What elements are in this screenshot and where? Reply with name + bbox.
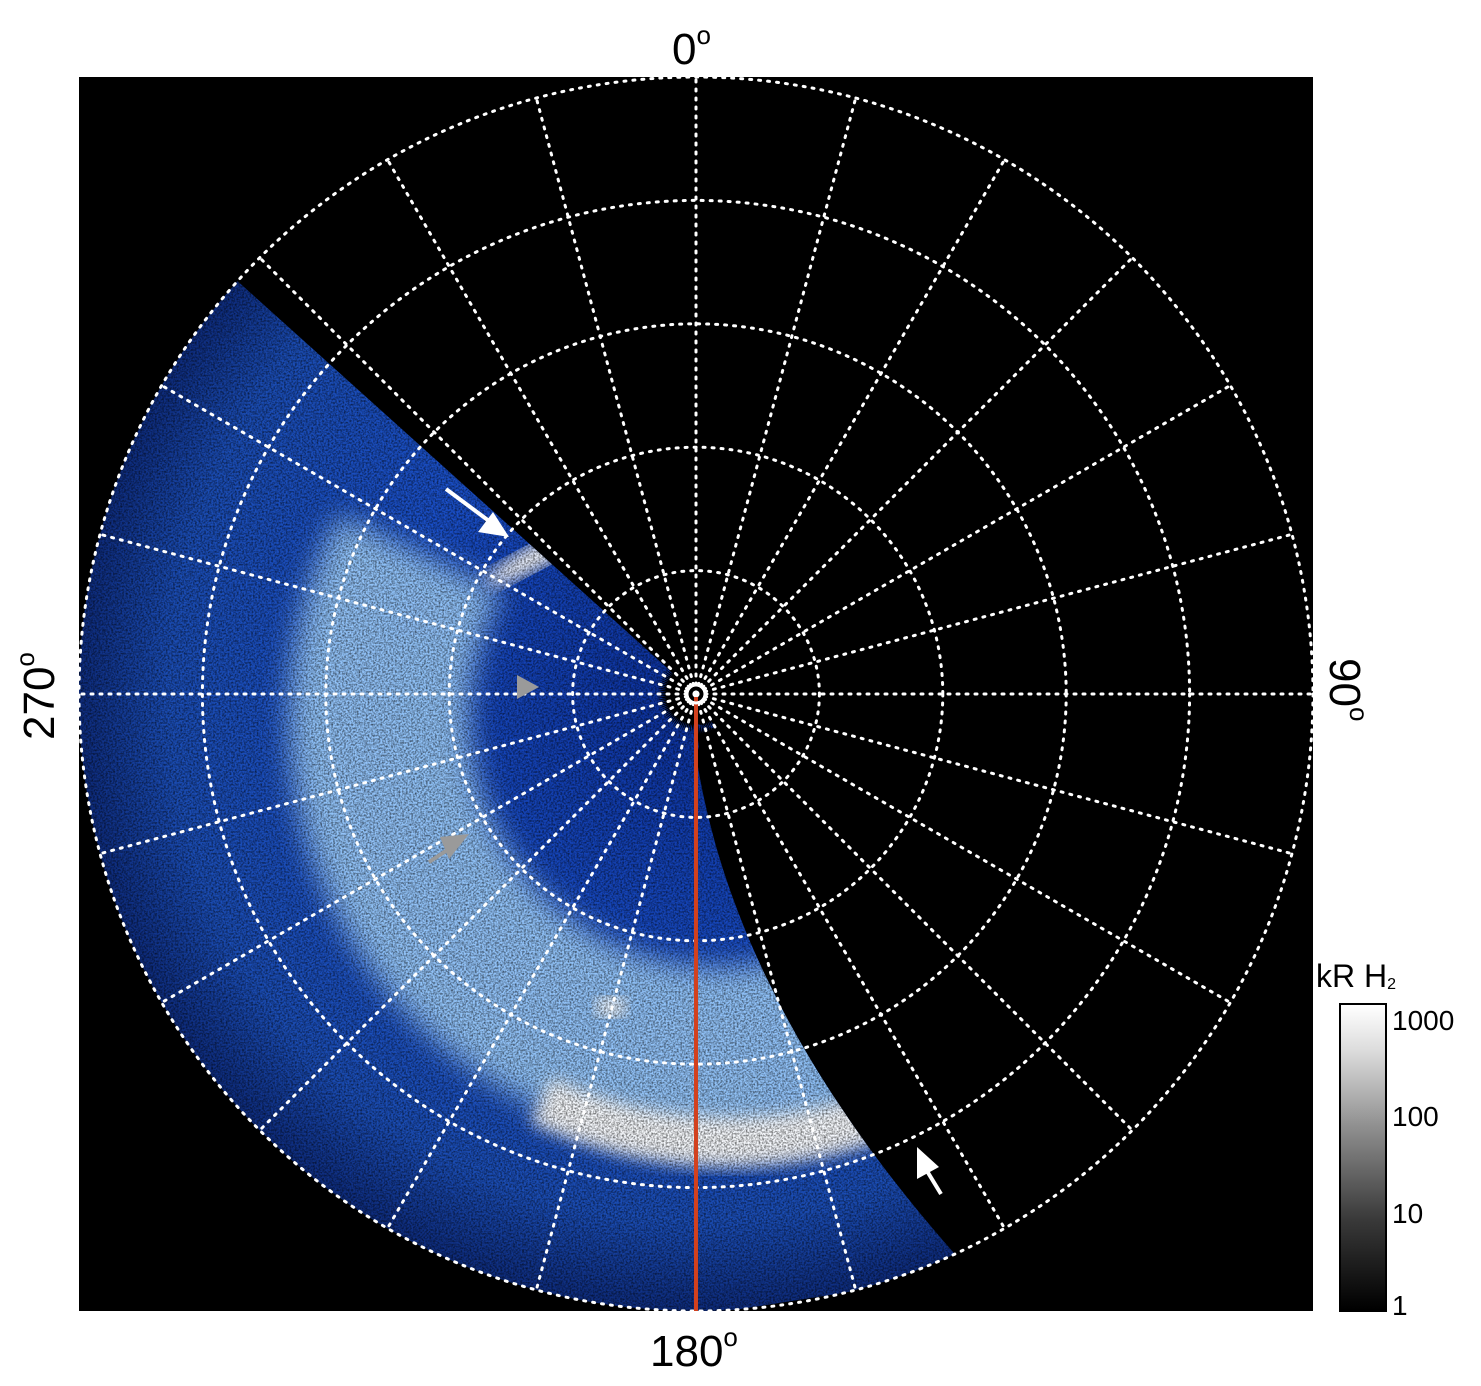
grid-meridian: [694, 692, 1294, 856]
colorbar-tick-1000: 1000: [1392, 1005, 1455, 1036]
grid-meridian: [534, 692, 698, 1292]
grid-meridian: [694, 692, 1232, 1004]
polar-aurora-image: [79, 77, 1313, 1311]
grid-meridian: [98, 532, 698, 696]
label-270-degrees: 270o: [10, 652, 64, 740]
grid-meridian: [694, 692, 1006, 1230]
grid-meridian: [258, 692, 698, 1132]
grid-meridian: [258, 256, 698, 696]
colorbar-tick-1: 1: [1392, 1290, 1408, 1321]
grid-meridian: [694, 692, 858, 1292]
grid-meridian: [694, 256, 1134, 696]
arrow-lower-right-white: [917, 1147, 943, 1196]
arrow-upper-left-white: [444, 487, 509, 537]
arrow-lower-left-gray: [427, 834, 469, 864]
pole-marker: [685, 683, 707, 705]
colorbar-tick-100: 100: [1392, 1101, 1439, 1132]
label-0-degrees: 0o: [672, 20, 711, 74]
colorbar: [1339, 1003, 1387, 1312]
label-90-degrees: 90o: [1320, 658, 1374, 722]
grid-meridian: [534, 96, 698, 696]
grid-meridian: [694, 692, 1134, 1132]
grid-meridian: [160, 692, 698, 1004]
grid-meridian: [386, 692, 698, 1230]
grid-meridian: [694, 96, 858, 696]
grid-latitude-circle: [324, 322, 1068, 1066]
grid-meridian: [694, 158, 1006, 696]
grid-latitude-circle: [571, 569, 821, 819]
pole-dot: [694, 692, 698, 696]
grid-meridian: [386, 158, 698, 696]
label-180-degrees: 180o: [650, 1322, 738, 1376]
colorbar-title: kR H2: [1316, 958, 1397, 994]
arrow-mid-left-gray: [517, 675, 539, 699]
grid-meridian: [98, 692, 698, 856]
grid-meridian: [694, 532, 1294, 696]
grid-meridian: [694, 384, 1232, 696]
colorbar-tick-10: 10: [1392, 1198, 1424, 1229]
grid-meridian: [160, 384, 698, 696]
